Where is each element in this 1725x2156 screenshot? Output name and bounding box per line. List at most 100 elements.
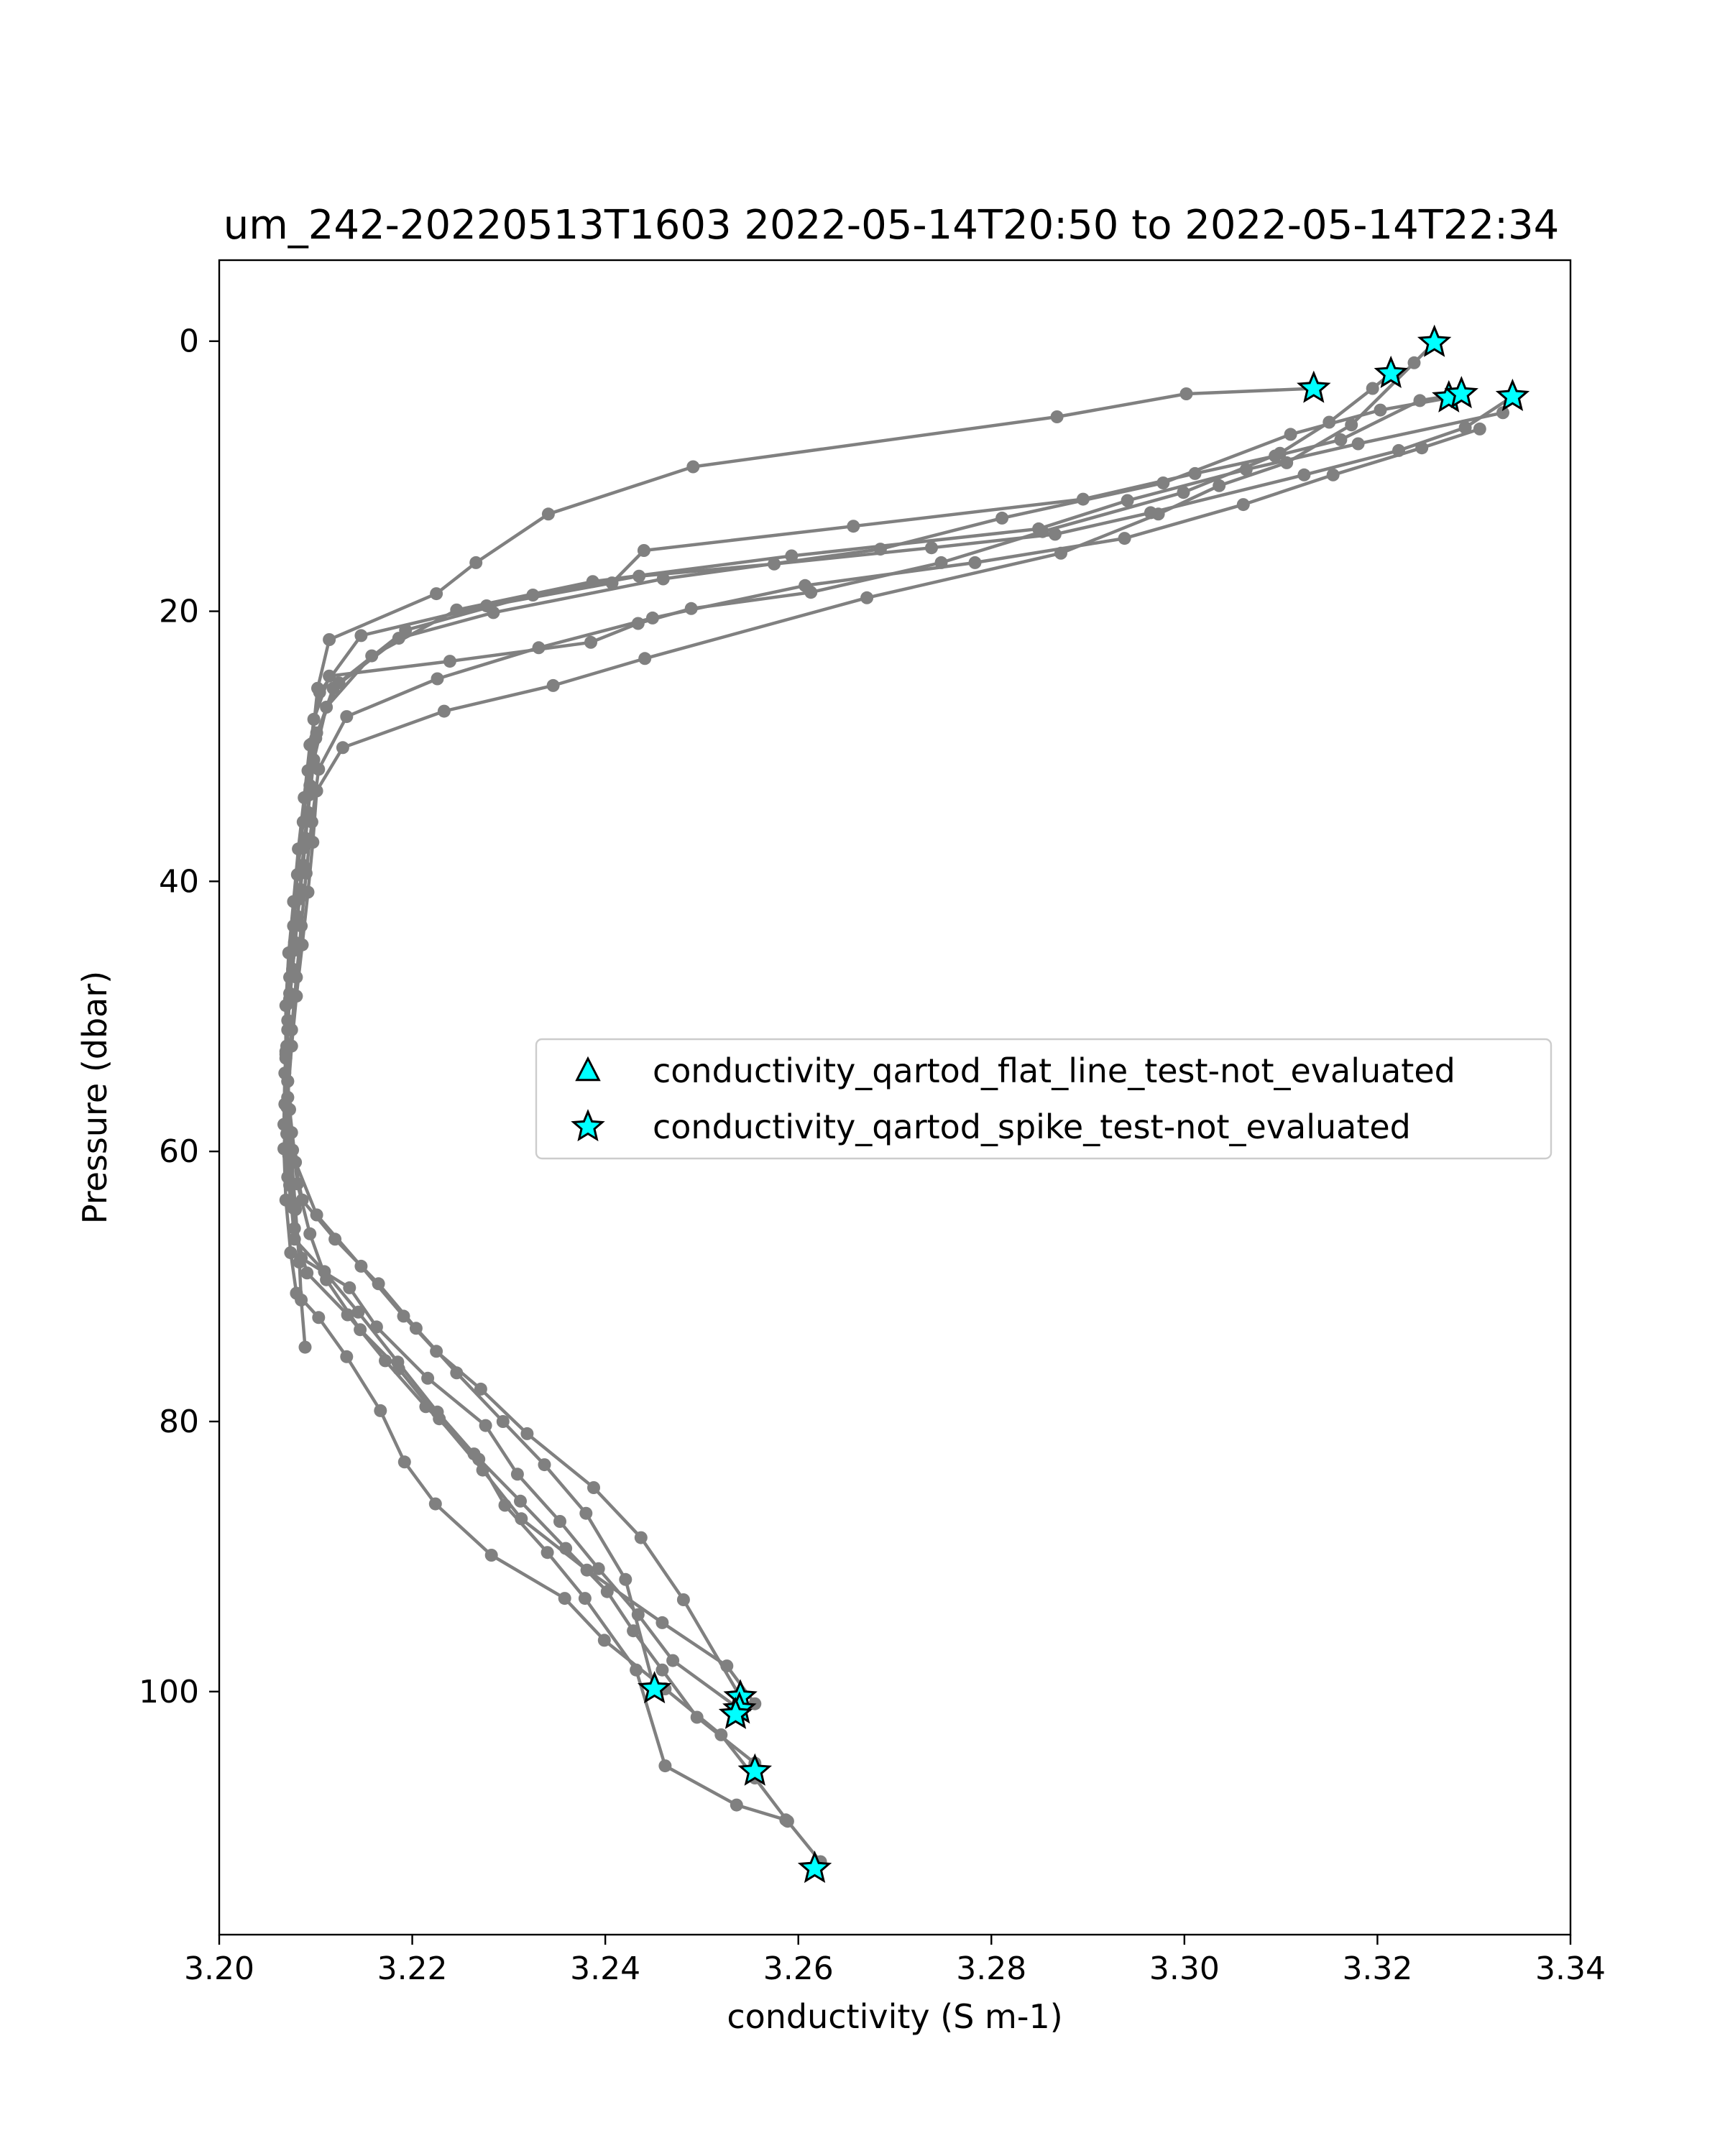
profile-7 — [277, 406, 1509, 1770]
profile-point — [295, 1193, 309, 1207]
star-marker — [637, 1671, 672, 1704]
profile-point — [320, 701, 334, 714]
profile-point — [1156, 476, 1170, 489]
profile-point — [627, 1624, 640, 1638]
profile-point — [305, 815, 318, 829]
profile-point — [391, 1355, 405, 1369]
profile-point — [631, 1608, 645, 1621]
x-tick-label: 3.20 — [184, 1950, 254, 1987]
profile-point — [847, 520, 860, 533]
star-marker — [1444, 376, 1478, 409]
x-tick-label: 3.32 — [1342, 1950, 1412, 1987]
plot-frame — [218, 259, 1572, 1936]
y-tick-label: 80 — [159, 1404, 199, 1440]
profile-point — [553, 1515, 566, 1528]
profile-point — [1177, 486, 1190, 499]
star-marker — [718, 1696, 753, 1729]
profile-point — [484, 1549, 498, 1562]
profile-point — [397, 1455, 411, 1469]
legend-box — [535, 1038, 1552, 1160]
profile-point — [295, 919, 308, 933]
profile-point — [290, 970, 303, 984]
chart-title: um_242-20220513T1603 2022-05-14T20:50 to… — [224, 202, 1560, 249]
profile-point — [1458, 421, 1472, 434]
profile-point — [1032, 522, 1046, 535]
legend-star-marker — [571, 1109, 605, 1142]
profile-point — [600, 1585, 614, 1598]
profile-point — [686, 460, 700, 474]
profile-point — [532, 641, 546, 655]
profile-point — [579, 1506, 593, 1520]
profile-point — [1048, 528, 1062, 541]
profile-point — [323, 633, 336, 646]
profile-point — [546, 678, 560, 692]
profile-point — [925, 541, 938, 555]
y-tick-label: 60 — [159, 1133, 199, 1170]
profile-point — [520, 1427, 534, 1440]
x-tick-label: 3.22 — [377, 1950, 448, 1987]
profile-point — [558, 1592, 571, 1606]
profile-point — [374, 1404, 387, 1417]
star-flag-markers — [637, 324, 1530, 1884]
profile-point — [1118, 532, 1131, 545]
profile-point — [496, 1415, 510, 1428]
profile-point — [409, 1322, 423, 1335]
profile-point — [1374, 403, 1387, 417]
profile-point — [968, 556, 982, 569]
profile-point — [656, 1616, 669, 1629]
profile-point — [514, 1494, 527, 1508]
star-marker — [797, 1850, 832, 1884]
profile-point — [587, 1481, 600, 1494]
profile-point — [288, 1233, 301, 1246]
y-tick-label: 20 — [159, 594, 199, 630]
profile-point — [431, 672, 444, 686]
profile-point — [860, 591, 874, 604]
star-marker — [737, 1753, 773, 1786]
profile-point — [1407, 356, 1421, 369]
profile-point — [365, 649, 379, 663]
profile-point — [303, 1227, 317, 1240]
profile-point — [421, 1371, 435, 1385]
profile-point — [541, 507, 555, 521]
profile-point — [592, 1562, 605, 1575]
profile-point — [290, 1286, 303, 1300]
profile-point — [1351, 437, 1365, 451]
profile-point — [637, 544, 650, 557]
profile-point — [328, 1233, 342, 1246]
x-axis-label: conductivity (S m-1) — [727, 1997, 1062, 2036]
legend: conductivity_qartod_flat_line_test-not_e… — [535, 1038, 1552, 1160]
profile-point — [619, 1572, 632, 1586]
profile-point — [340, 1350, 354, 1363]
profile-point — [1284, 428, 1297, 441]
profile-point — [343, 1281, 356, 1294]
profile-point — [645, 611, 659, 625]
profile-point — [597, 1634, 611, 1647]
legend-triangle-marker — [575, 1056, 601, 1082]
profile-point — [1121, 494, 1134, 507]
x-tick-label: 3.26 — [763, 1950, 834, 1987]
profile-point — [487, 606, 500, 619]
star-marker — [1495, 378, 1530, 411]
profile-point — [312, 1311, 326, 1325]
profile-point — [559, 1542, 573, 1555]
profile-point — [318, 1265, 331, 1279]
profile-point — [1213, 479, 1226, 492]
star-marker — [1374, 355, 1408, 388]
y-tick-label: 100 — [139, 1674, 199, 1710]
profile-point — [1297, 468, 1311, 482]
profile-point — [638, 652, 652, 665]
x-tick-label: 3.28 — [956, 1950, 1026, 1987]
profile-point — [336, 741, 349, 755]
profile-point — [312, 763, 326, 776]
profile-point — [690, 1710, 704, 1724]
profile-point — [351, 1305, 365, 1319]
x-tick-label: 3.34 — [1535, 1950, 1606, 1987]
profile-point — [584, 635, 597, 649]
profile-point — [430, 587, 443, 601]
profile-point — [578, 1592, 592, 1606]
profile-point — [1415, 441, 1429, 455]
profile-point — [498, 1498, 512, 1512]
x-tick-label: 3.24 — [570, 1950, 640, 1987]
profile-point — [479, 1419, 492, 1432]
profile-point — [799, 579, 812, 592]
